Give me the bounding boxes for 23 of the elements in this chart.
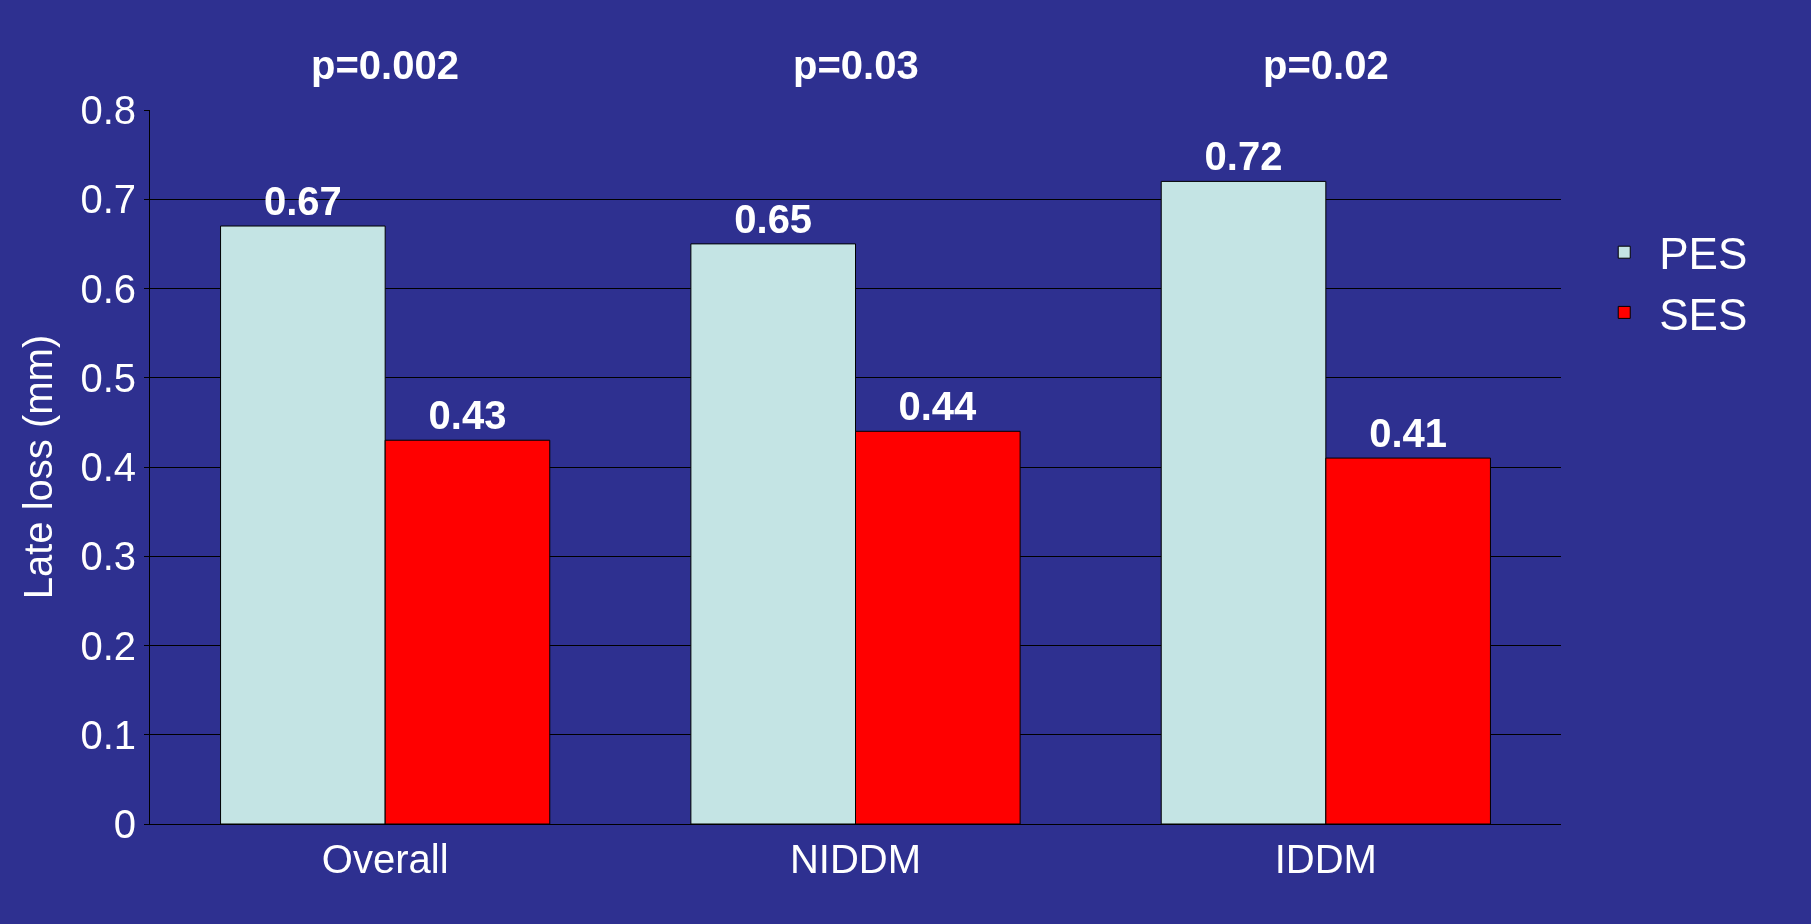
y-tick-label: 0.8 bbox=[80, 88, 136, 132]
x-tick-label: Overall bbox=[321, 837, 449, 881]
data-label: 0.65 bbox=[734, 196, 813, 241]
y-tick-label: 0.1 bbox=[80, 712, 136, 757]
text: p=0.02 bbox=[1263, 43, 1389, 87]
y-tick-label: 0.7 bbox=[80, 177, 136, 222]
y-axis-title: Late loss (mm) bbox=[15, 334, 60, 600]
data-label: 0.44 bbox=[898, 384, 978, 429]
text: p=0.03 bbox=[793, 43, 919, 87]
y-tick-label: 0.6 bbox=[80, 266, 136, 311]
data-label: 0.41 bbox=[1369, 411, 1448, 456]
y-tick-label: 0 bbox=[113, 802, 136, 846]
legend-label: PES bbox=[1659, 229, 1748, 279]
y-tick-label: 0.3 bbox=[80, 534, 136, 579]
text: p=0.002 bbox=[311, 43, 459, 87]
y-tick-label: 0.4 bbox=[80, 445, 136, 489]
legend-label: SES bbox=[1659, 289, 1748, 339]
data-label: 0.43 bbox=[428, 393, 507, 438]
x-tick-label: NIDDM bbox=[789, 837, 922, 881]
y-tick-label: 0.5 bbox=[80, 355, 136, 400]
data-label: 0.72 bbox=[1204, 134, 1283, 179]
y-tick-label: 0.2 bbox=[80, 623, 136, 668]
x-tick-label: IDDM bbox=[1274, 837, 1377, 881]
